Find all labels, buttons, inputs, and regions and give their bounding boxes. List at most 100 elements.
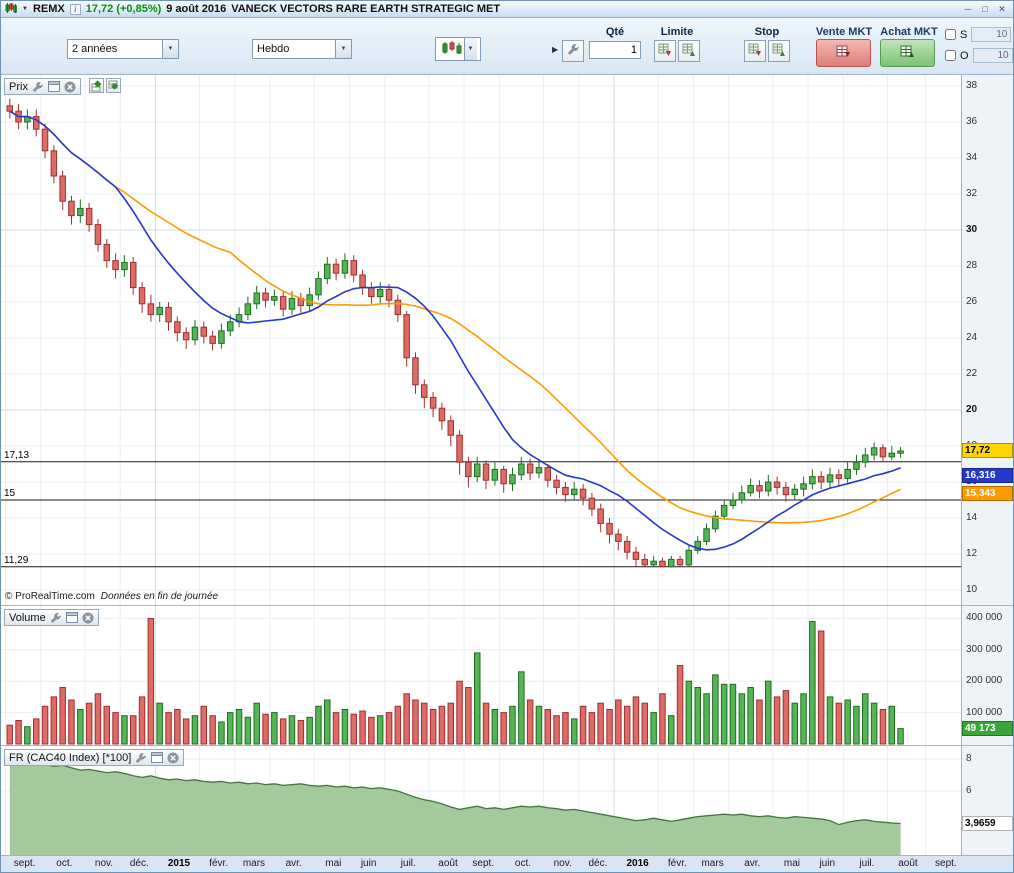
month-label: avr. xyxy=(285,858,302,869)
window-controls: ─ □ ✕ xyxy=(961,3,1009,16)
sell-market-label: Vente MKT xyxy=(815,26,873,38)
axis-tick-label: 34 xyxy=(966,152,978,163)
sell-limit-button[interactable] xyxy=(654,40,676,62)
wrench-icon xyxy=(567,43,580,59)
grid-arrow-down-icon xyxy=(748,43,762,60)
chevron-down-icon[interactable]: ▼ xyxy=(335,40,351,58)
axis-tick-label: 26 xyxy=(966,296,978,307)
axis-tick-label: 30 xyxy=(966,224,978,235)
last-price-badge: 17,72 xyxy=(962,443,1013,459)
month-label: mai xyxy=(783,858,801,869)
month-label: mai xyxy=(325,858,342,869)
copyright-label: © ProRealTime.com xyxy=(5,591,95,602)
chevron-down-icon[interactable]: ▼ xyxy=(463,38,477,60)
index-badge: 3,9659 xyxy=(962,815,1013,831)
timeframe-select[interactable]: Hebdo ▼ xyxy=(252,39,352,59)
s-checkbox[interactable] xyxy=(945,29,956,40)
grid-arrow-up-icon xyxy=(772,43,786,60)
close-icon[interactable] xyxy=(82,612,94,624)
month-label: nov. xyxy=(94,858,114,869)
symbol-label: REMX xyxy=(32,3,65,15)
month-label: août xyxy=(898,858,918,869)
axis-tick-label: 400 000 xyxy=(966,612,1003,624)
volume-chart[interactable] xyxy=(1,606,961,745)
axis-tick-label: 8 xyxy=(966,753,972,764)
window-icon[interactable] xyxy=(47,81,60,92)
minimize-button[interactable]: ─ xyxy=(964,3,972,14)
grid-arrow-down-icon xyxy=(658,43,672,60)
price-panel-label: Prix xyxy=(9,80,28,93)
volume-badge: 49 173 xyxy=(962,720,1013,736)
month-label: 2015 xyxy=(167,858,191,869)
index-chart[interactable] xyxy=(1,746,961,855)
wrench-icon[interactable] xyxy=(135,752,147,764)
copyright-note: Données en fin de journée xyxy=(100,591,219,602)
chevron-down-icon[interactable]: ▼ xyxy=(22,6,28,12)
axis-tick-label: 300 000 xyxy=(966,643,1003,655)
range-select[interactable]: 2 années ▼ xyxy=(67,39,179,59)
month-label: sept. xyxy=(472,858,495,869)
ma-line xyxy=(9,110,901,551)
price-axis: 17,72 16,316 15,343 38 36 34 32 30 28 26 24 22 20… xyxy=(961,75,1013,605)
axis-tick-label: 38 xyxy=(966,80,978,91)
index-plot[interactable]: FR (CAC40 Index) [*100] xyxy=(1,746,961,855)
volume-plot[interactable]: Volume xyxy=(1,606,961,745)
month-label: juil. xyxy=(400,858,416,869)
month-label: févr. xyxy=(667,858,687,869)
qty-input[interactable] xyxy=(589,41,641,59)
month-label: mars xyxy=(242,858,266,869)
window-icon[interactable] xyxy=(151,752,164,763)
sell-order-grid-icon xyxy=(836,45,851,61)
wrench-icon[interactable] xyxy=(32,81,44,93)
month-label: nov. xyxy=(553,858,572,869)
hline-label[interactable]: 15 xyxy=(3,488,17,499)
maximize-button[interactable]: □ xyxy=(982,3,988,14)
timeframe-select-value: Hebdo xyxy=(257,43,290,55)
ma-fast-badge: 16,316 xyxy=(962,468,1013,484)
s-value-input[interactable] xyxy=(971,27,1012,42)
wrench-icon[interactable] xyxy=(50,612,62,624)
buy-order-grid-icon xyxy=(900,45,915,61)
buy-limit-button[interactable] xyxy=(678,40,700,62)
sell-stop-button[interactable] xyxy=(744,40,766,62)
hline-label[interactable]: 11,29 xyxy=(3,554,30,566)
order-settings-button[interactable] xyxy=(562,40,584,62)
window-icon[interactable] xyxy=(65,612,78,623)
buy-market-button[interactable] xyxy=(880,39,935,67)
chart-style-button[interactable]: ▼ xyxy=(435,37,481,61)
month-label: août xyxy=(438,858,458,869)
chevron-down-icon[interactable]: ▼ xyxy=(162,40,178,58)
axis-tick-label: 12 xyxy=(966,548,978,559)
month-label: déc. xyxy=(129,858,149,869)
range-select-value: 2 années xyxy=(72,43,118,55)
indicator-up-button[interactable] xyxy=(89,78,104,93)
o-value-input[interactable] xyxy=(972,48,1013,63)
axis-tick-label: 36 xyxy=(966,116,978,127)
axis-tick-label: 28 xyxy=(966,260,978,271)
buy-stop-button[interactable] xyxy=(768,40,790,62)
time-axis[interactable]: sept. oct. nov. déc. 2015 févr. mars avr. mai jui… xyxy=(1,855,1013,872)
price-chart[interactable] xyxy=(1,75,961,605)
o-checkbox[interactable] xyxy=(945,50,956,61)
ma-line xyxy=(9,110,901,524)
volume-series xyxy=(6,617,904,745)
close-icon[interactable] xyxy=(167,752,179,764)
date-label: 9 août 2016 xyxy=(166,3,227,15)
candlestick-icon xyxy=(5,2,18,17)
price-plot[interactable]: Prix 17,13 15 11,29 © ProRealTime.com Don… xyxy=(1,75,961,605)
o-label: O xyxy=(960,49,969,62)
collapse-order-panel-icon[interactable]: ▶ xyxy=(552,45,559,54)
indicator-down-button[interactable] xyxy=(106,78,121,93)
limit-label: Limite xyxy=(660,26,694,38)
buy-market-label: Achat MKT xyxy=(880,26,938,38)
month-label: mars xyxy=(701,858,724,869)
month-label: févr. xyxy=(209,858,229,869)
instrument-name-label: VANECK VECTORS RARE EARTH STRATEGIC MET xyxy=(231,3,501,15)
axis-tick-label: 20 xyxy=(966,404,978,415)
close-icon[interactable] xyxy=(64,81,76,93)
sell-market-button[interactable] xyxy=(816,39,871,67)
info-icon[interactable]: i xyxy=(69,3,81,15)
close-button[interactable]: ✕ xyxy=(998,3,1006,14)
hline-label[interactable]: 17,13 xyxy=(3,449,31,461)
